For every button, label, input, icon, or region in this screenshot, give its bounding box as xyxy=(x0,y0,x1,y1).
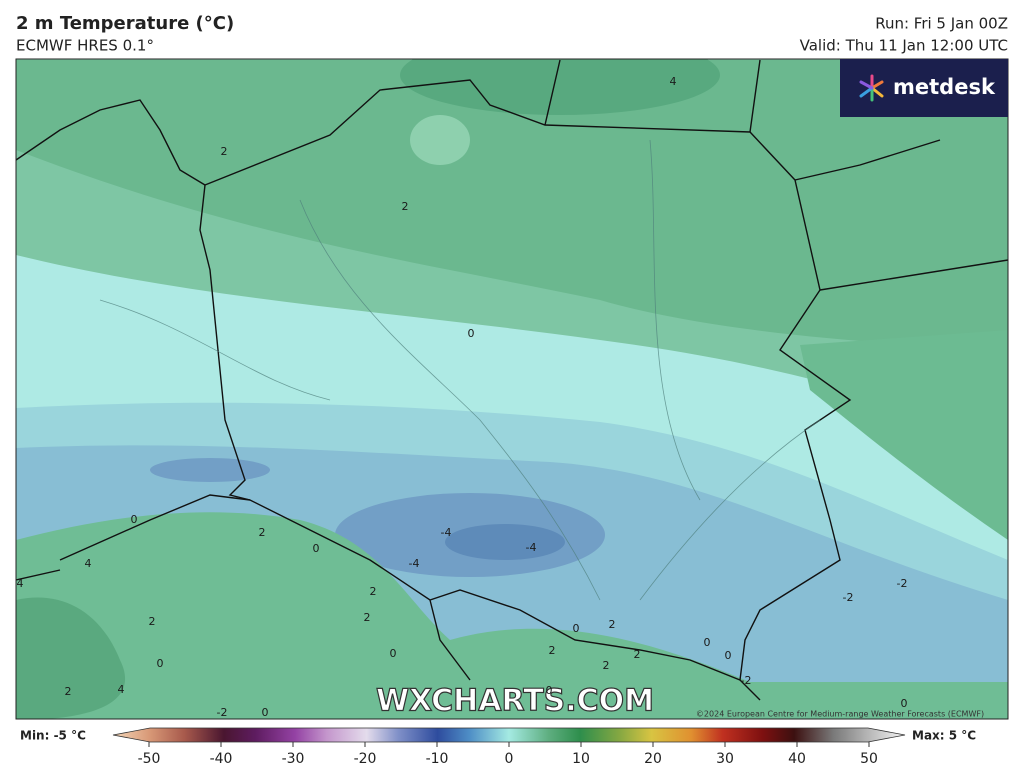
colorbar-tick-label: 40 xyxy=(788,751,806,767)
contour-label: 4 xyxy=(670,75,677,88)
colorbar-tick-label: 50 xyxy=(860,751,878,767)
title: 2 m Temperature (°C) xyxy=(16,13,234,34)
colorbar-tick-label: 10 xyxy=(572,751,590,767)
contour-label: 0 xyxy=(313,542,320,555)
colorbar-tick-label: -30 xyxy=(282,751,305,767)
colorbar-tick-label: 30 xyxy=(716,751,734,767)
run-time: Run: Fri 5 Jan 00Z xyxy=(875,15,1008,33)
contour-label: -4 xyxy=(441,526,452,539)
map xyxy=(16,59,1008,719)
map-frame xyxy=(15,58,1009,720)
contour-label: 0 xyxy=(262,706,269,719)
colorbar-tick-label: 0 xyxy=(505,751,514,767)
contour-label: 0 xyxy=(468,327,475,340)
colorbar-tick-label: 20 xyxy=(644,751,662,767)
contour-label: 2 xyxy=(221,145,228,158)
contour-label: 0 xyxy=(157,657,164,670)
contour-label: -4 xyxy=(526,541,537,554)
logo-box xyxy=(840,59,1008,117)
copyright: ©2024 European Centre for Medium-range W… xyxy=(696,710,984,719)
contour-label: -4 xyxy=(409,557,420,570)
contour-label: -2 xyxy=(843,591,854,604)
contour-label: -2 xyxy=(741,674,752,687)
colorbar-tick-label: -10 xyxy=(426,751,449,767)
logo-icon xyxy=(859,74,884,102)
valid-time: Valid: Thu 11 Jan 12:00 UTC xyxy=(800,37,1008,55)
contour-label: 2 xyxy=(402,200,409,213)
contour-labels: 4 2 2 0 0 2 0 -4 -4 4 -4 2 2 2 0 2 0 2 2 4 -2 -2 0 0 -2 0 0 -2 4 2 0 2 0 xyxy=(17,75,908,719)
contour-label: 2 xyxy=(149,615,156,628)
subtitle: ECMWF HRES 0.1° xyxy=(16,37,154,55)
contour-label: 4 xyxy=(85,557,92,570)
colorbar-tick-label: -40 xyxy=(210,751,233,767)
contour-label: 0 xyxy=(546,684,553,697)
contour-label: 2 xyxy=(549,644,556,657)
colorbar-tick-label: -50 xyxy=(138,751,161,767)
colorbar-tick-label: -20 xyxy=(354,751,377,767)
contour-label: 0 xyxy=(901,697,908,710)
watermark: WXCHARTS.COM xyxy=(376,684,654,719)
logo-text: metdesk xyxy=(893,75,996,99)
min-label: Min: -5 °C xyxy=(20,729,86,743)
contour-label: 0 xyxy=(131,513,138,526)
max-label: Max: 5 °C xyxy=(912,729,976,743)
contour-label: 2 xyxy=(603,659,610,672)
contour-label: 0 xyxy=(573,622,580,635)
contour-label: 2 xyxy=(634,648,641,661)
contour-label: -2 xyxy=(897,577,908,590)
contour-label: 2 xyxy=(609,618,616,631)
contour-label: 2 xyxy=(65,685,72,698)
contour-label: 4 xyxy=(17,577,24,590)
contour-label: 0 xyxy=(704,636,711,649)
contour-label: 2 xyxy=(370,585,377,598)
contour-label: -2 xyxy=(217,706,228,719)
contour-label: 4 xyxy=(118,683,125,696)
contour-label: 2 xyxy=(364,611,371,624)
colorbar xyxy=(112,727,906,743)
contour-label: 2 xyxy=(259,526,266,539)
contour-label: 0 xyxy=(725,649,732,662)
contour-label: 0 xyxy=(390,647,397,660)
